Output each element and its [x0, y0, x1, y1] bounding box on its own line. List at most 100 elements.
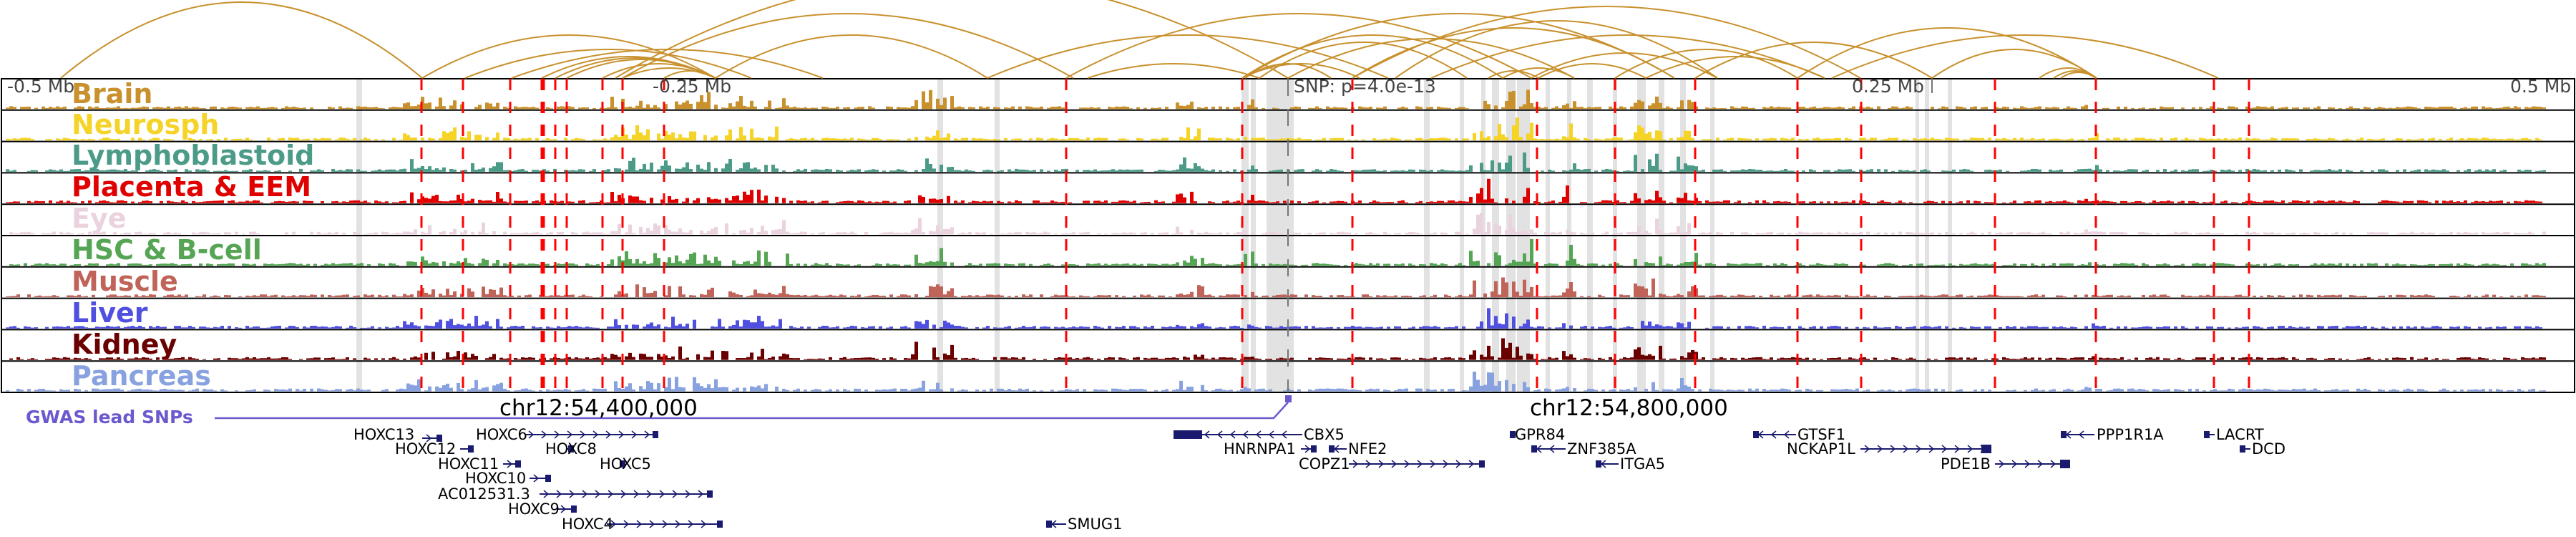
signal-bar [786, 231, 789, 235]
signal-bar [342, 137, 346, 141]
signal-bar [1762, 200, 1766, 203]
signal-bar [1251, 99, 1254, 110]
signal-bar [1272, 327, 1276, 329]
signal-bar [1719, 233, 1723, 235]
signal-bar [607, 202, 610, 203]
signal-bar [1813, 106, 1816, 110]
signal-bar [424, 260, 428, 266]
signal-bar [59, 169, 63, 172]
signal-bar [2016, 108, 2020, 110]
signal-bar [686, 323, 689, 329]
signal-bar [2088, 137, 2092, 141]
signal-bar [331, 107, 335, 110]
signal-bar [1752, 107, 1755, 110]
signal-bar [1759, 263, 1762, 266]
signal-bar [1655, 324, 1659, 329]
signal-bar [2381, 138, 2385, 141]
signal-bar [1956, 294, 1959, 298]
signal-bar [1745, 232, 1748, 235]
signal-bar [1118, 327, 1122, 329]
signal-bar [1863, 357, 1866, 360]
signal-bar [2292, 107, 2296, 110]
signal-bar [1920, 326, 1923, 329]
signal-bar [571, 139, 575, 141]
signal-bar [464, 352, 467, 360]
signal-bar [696, 102, 700, 110]
signal-bar [1376, 327, 1380, 329]
signal-bar [328, 264, 331, 266]
signal-bar [328, 232, 331, 235]
signal-bar [2059, 326, 2063, 329]
signal-bar [571, 263, 575, 266]
signal-bar [428, 137, 431, 141]
signal-bar [2439, 326, 2442, 329]
signal-bar [607, 358, 610, 360]
signal-bar [1183, 326, 1186, 329]
signal-bar [922, 91, 925, 110]
signal-bar [2020, 263, 2024, 266]
signal-bar [1004, 233, 1008, 235]
signal-bar [2084, 198, 2088, 203]
signal-bar [2296, 107, 2299, 110]
signal-bar [1326, 263, 1330, 266]
signal-bar [1204, 326, 1208, 329]
signal-bar [1304, 233, 1308, 235]
signal-bar [2281, 138, 2285, 141]
signal-bar [1058, 202, 1061, 203]
signal-bar [145, 389, 149, 392]
signal-bar [1211, 202, 1215, 203]
signal-bar [224, 390, 228, 392]
signal-bar [2059, 169, 2063, 172]
signal-bar [424, 233, 428, 235]
signal-bar [285, 232, 288, 235]
signal-bar [389, 263, 392, 266]
signal-bar [2070, 357, 2074, 360]
signal-bar [1419, 326, 1423, 329]
signal-bar [1283, 326, 1287, 329]
signal-bar [1197, 128, 1201, 141]
signal-bar [195, 359, 199, 360]
signal-bar [2217, 326, 2220, 329]
signal-bar [106, 201, 109, 203]
signal-bar [2524, 263, 2528, 266]
signal-bar [2474, 232, 2478, 235]
signal-bar [1133, 233, 1136, 235]
signal-bar [106, 137, 109, 141]
signal-bar [16, 201, 20, 203]
signal-bar [270, 358, 274, 360]
signal-bar [2256, 106, 2260, 110]
signal-bar [1061, 295, 1065, 298]
signal-bar [1480, 131, 1483, 141]
signal-bar [482, 258, 485, 266]
signal-bar [1104, 233, 1108, 235]
signal-bar [786, 294, 789, 298]
signal-bar [982, 232, 986, 235]
signal-bar [1029, 294, 1033, 298]
signal-bar [482, 387, 485, 392]
signal-bar [2088, 231, 2092, 235]
signal-bar [1129, 264, 1133, 266]
signal-bar [2363, 107, 2367, 110]
signal-bar [403, 389, 406, 392]
signal-bar [1161, 326, 1165, 329]
signal-bar [1211, 106, 1215, 110]
signal-bar [714, 256, 718, 266]
signal-bar [707, 197, 711, 203]
signal-bar [2138, 108, 2142, 110]
signal-bar [2131, 327, 2135, 329]
signal-bar [693, 131, 696, 141]
signal-bar [2535, 137, 2539, 141]
signal-bar [2528, 264, 2532, 266]
signal-bar [1272, 202, 1276, 203]
signal-bar [149, 169, 152, 172]
signal-bar [2299, 233, 2303, 235]
signal-bar [1140, 263, 1143, 266]
signal-bar [371, 326, 374, 329]
signal-bar [59, 326, 63, 329]
signal-bar [2489, 233, 2492, 235]
signal-bar [2156, 202, 2160, 203]
signal-bar [1036, 107, 1040, 110]
signal-bar [1519, 137, 1523, 141]
signal-bar [135, 357, 138, 360]
signal-bar [1211, 263, 1215, 266]
